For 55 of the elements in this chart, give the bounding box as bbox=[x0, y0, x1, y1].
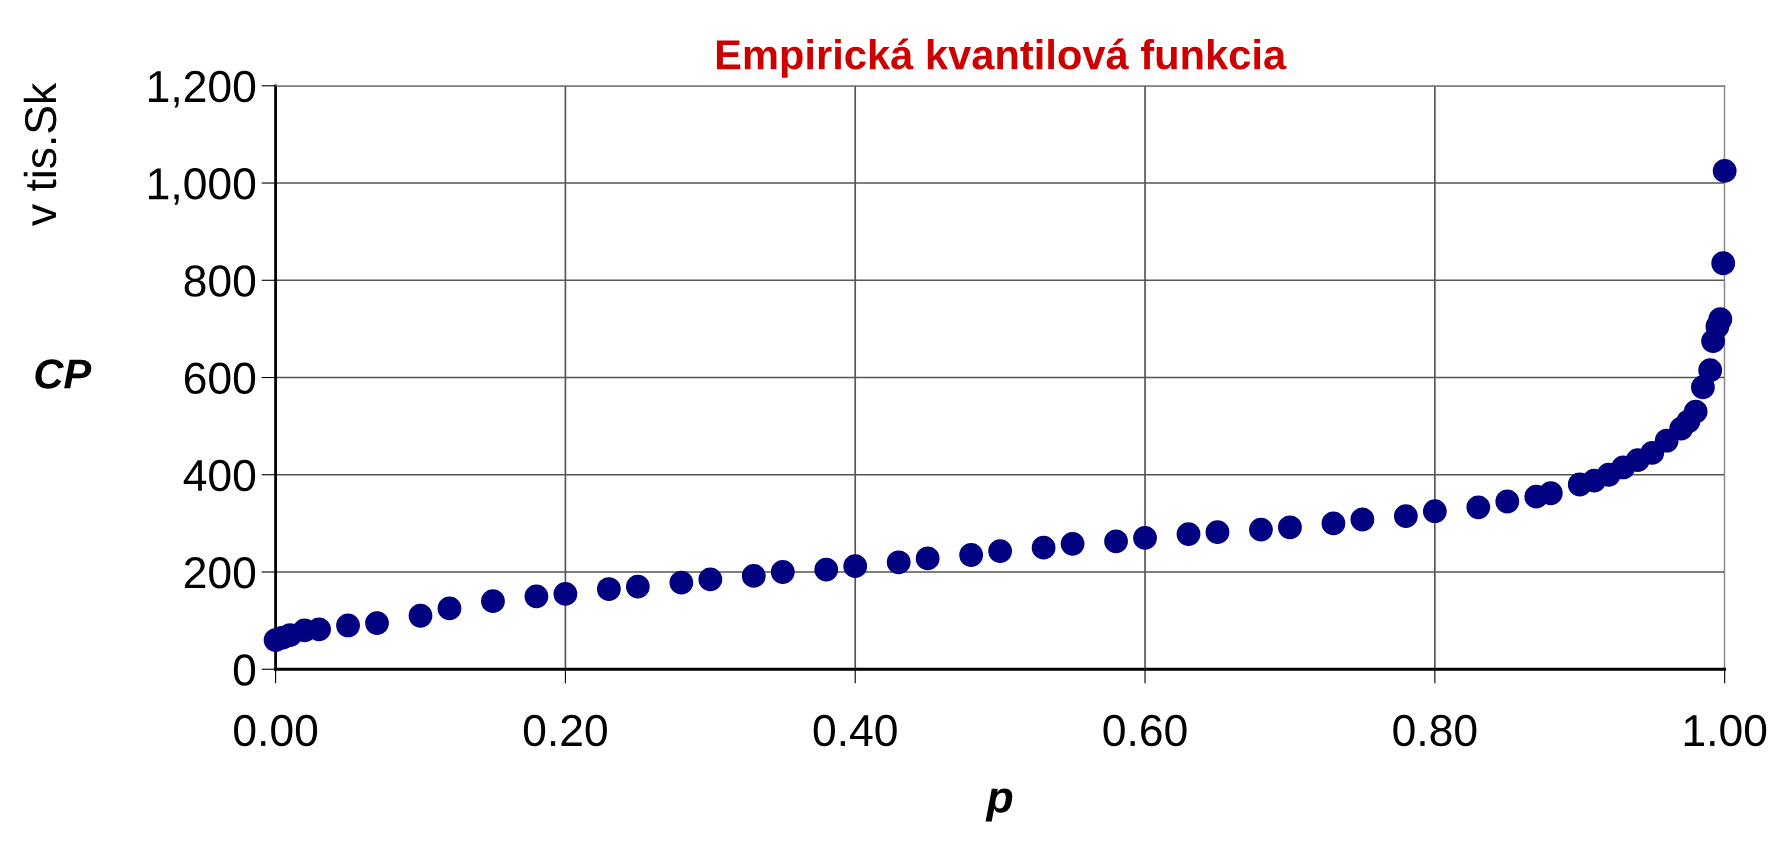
point bbox=[1495, 489, 1520, 514]
x-tick-label: 0.00 bbox=[234, 714, 318, 747]
point bbox=[1698, 358, 1723, 383]
point bbox=[843, 554, 868, 579]
point bbox=[596, 577, 621, 601]
x-tick-label: 0.60 bbox=[1103, 714, 1187, 747]
point bbox=[988, 539, 1013, 563]
point bbox=[770, 560, 795, 584]
point bbox=[1249, 517, 1273, 542]
point bbox=[1712, 158, 1737, 183]
point bbox=[336, 613, 360, 638]
point bbox=[553, 581, 578, 606]
y-tick-label: 1,000 bbox=[149, 168, 256, 205]
point bbox=[1466, 495, 1491, 520]
y-tick-label: 800 bbox=[184, 265, 256, 297]
x-tick-label: 0.40 bbox=[813, 714, 897, 747]
y-axis-title: CP bbox=[35, 359, 92, 389]
x-tick-label: 0.20 bbox=[523, 714, 607, 747]
point bbox=[1133, 526, 1157, 550]
x-tick-label: 1.00 bbox=[1684, 714, 1767, 747]
point bbox=[625, 574, 650, 599]
point bbox=[437, 596, 462, 621]
x-tick-label: 0.80 bbox=[1393, 714, 1477, 747]
y-tick-label: 600 bbox=[184, 362, 256, 395]
point bbox=[1104, 529, 1128, 554]
point bbox=[886, 550, 911, 575]
x-axis-title: p bbox=[985, 788, 1013, 822]
point bbox=[959, 543, 984, 567]
point bbox=[1321, 511, 1346, 536]
point bbox=[1393, 504, 1418, 528]
point bbox=[1031, 535, 1056, 560]
y-tick-label: 400 bbox=[183, 459, 256, 492]
point bbox=[1278, 515, 1302, 540]
point bbox=[741, 563, 766, 588]
point bbox=[1205, 520, 1230, 545]
point bbox=[408, 603, 433, 628]
point bbox=[1060, 531, 1085, 556]
y-tick-label: 200 bbox=[184, 557, 256, 589]
y-tick-label: 0 bbox=[233, 654, 256, 686]
point bbox=[1711, 251, 1736, 276]
point bbox=[814, 557, 839, 582]
point bbox=[1422, 499, 1447, 524]
text: v tis.Sk bbox=[23, 82, 57, 226]
point bbox=[1176, 522, 1201, 546]
y-tick-label: 1,200 bbox=[149, 70, 256, 108]
point bbox=[481, 589, 505, 614]
point bbox=[669, 570, 694, 595]
chart-title: Empirická kvantilová funkcia bbox=[716, 38, 1287, 78]
point bbox=[1683, 399, 1708, 424]
point bbox=[915, 546, 940, 571]
point bbox=[524, 584, 549, 609]
point bbox=[698, 567, 723, 592]
point bbox=[365, 611, 389, 635]
point bbox=[1538, 481, 1563, 506]
point bbox=[1350, 507, 1375, 532]
